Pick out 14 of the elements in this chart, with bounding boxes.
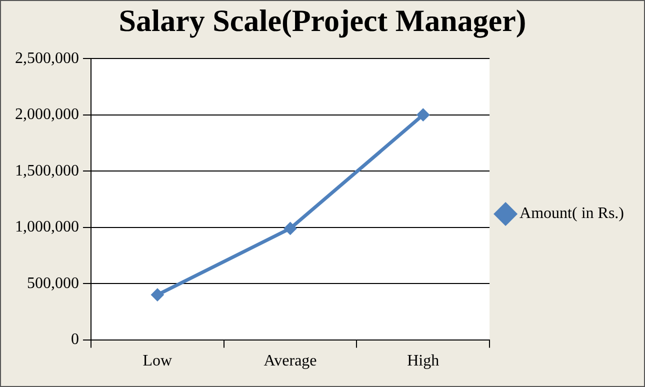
y-tick-label: 500,000 <box>27 274 79 292</box>
chart-title: Salary Scale(Project Manager) <box>118 3 528 39</box>
x-tick-label: Average <box>264 352 317 370</box>
y-tick-label: 1,000,000 <box>15 218 79 236</box>
y-tick-label: 0 <box>71 331 79 348</box>
x-tick-label: Low <box>142 352 173 370</box>
y-tick-label: 2,500,000 <box>15 50 79 67</box>
x-tick-label: High <box>407 352 440 370</box>
point <box>416 108 430 122</box>
point <box>150 288 164 302</box>
legend-label: Amount( in Rs.) <box>520 205 624 222</box>
y-tick-label: 2,000,000 <box>15 106 79 124</box>
point <box>284 222 297 235</box>
y-tick-label: 1,500,000 <box>15 162 79 180</box>
